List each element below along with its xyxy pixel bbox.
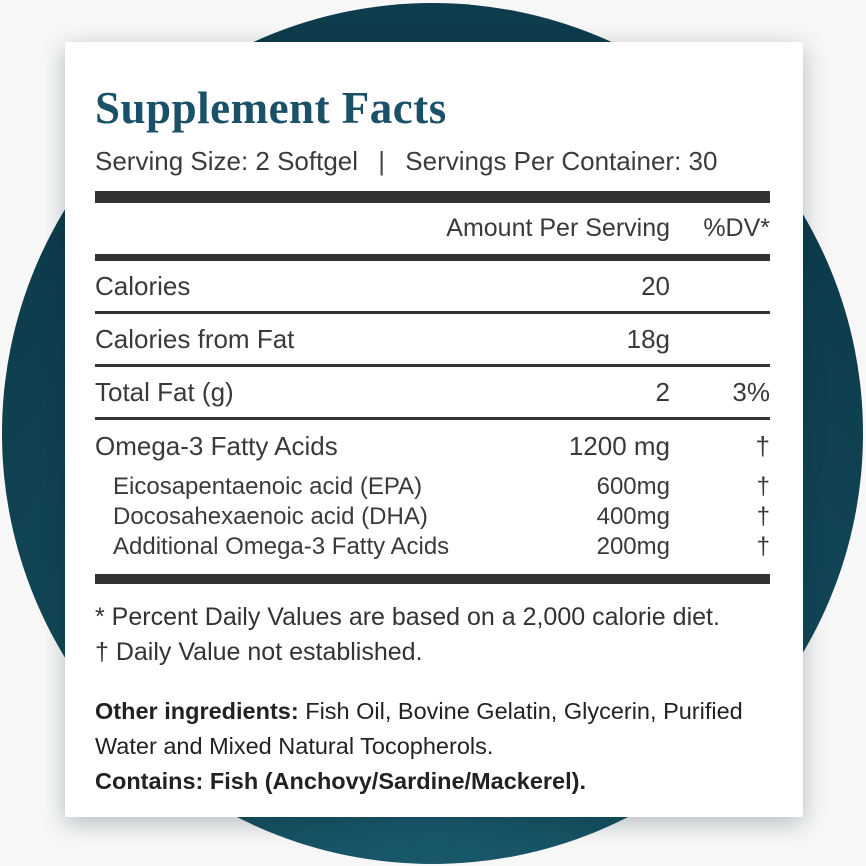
servings-per-container-text: Servings Per Container: 30 xyxy=(405,146,718,176)
nutrient-name: Docosahexaenoic acid (DHA) xyxy=(113,503,428,530)
nutrient-dv: † xyxy=(756,533,770,560)
nutrient-dv: † xyxy=(756,503,770,530)
top-rule xyxy=(95,191,770,203)
nutrient-name: Calories xyxy=(95,270,191,301)
facts-title: Supplement Facts xyxy=(95,83,447,133)
table-row-additional-omega3: Additional Omega-3 Fatty Acids 200mg † xyxy=(95,532,770,562)
nutrient-amount: 200mg xyxy=(596,533,670,560)
nutrient-amount: 2 xyxy=(655,376,670,407)
supplement-facts-card: Supplement Facts Serving Size: 2 Softgel… xyxy=(65,42,803,817)
nutrient-dv: † xyxy=(755,430,770,461)
footnote-dagger: † Daily Value not established. xyxy=(95,638,423,666)
serving-separator: | xyxy=(378,146,386,176)
nutrient-dv: 3% xyxy=(732,376,770,407)
table-row-calories-from-fat: Calories from Fat 18g xyxy=(95,314,770,367)
nutrient-name: Eicosapentaenoic acid (EPA) xyxy=(113,473,423,500)
header-amount-label: Amount Per Serving xyxy=(446,214,670,242)
nutrient-amount: 18g xyxy=(626,323,670,354)
footnotes-block: * Percent Daily Values are based on a 2,… xyxy=(95,600,770,670)
nutrient-name: Additional Omega-3 Fatty Acids xyxy=(113,533,450,560)
nutrient-dv: † xyxy=(756,473,770,500)
table-row-calories: Calories 20 xyxy=(95,261,770,314)
other-ingredients-line: Other ingredients: Fish Oil, Bovine Gela… xyxy=(95,694,770,764)
nutrient-amount: 20 xyxy=(641,270,670,301)
other-ingredients-text: Fish Oil, Bovine Gelatin, Glycerin, Puri… xyxy=(95,698,743,759)
contains-statement: Contains: Fish (Anchovy/Sardine/Mackerel… xyxy=(95,768,586,794)
table-header-row: Amount Per Serving %DV* xyxy=(95,203,770,254)
header-rule xyxy=(95,254,770,261)
omega3-sub-rows: Eicosapentaenoic acid (EPA) 600mg † Doco… xyxy=(95,472,770,562)
serving-size-line: Serving Size: 2 Softgel | Servings Per C… xyxy=(95,143,770,179)
table-row-dha: Docosahexaenoic acid (DHA) 400mg † xyxy=(95,502,770,532)
nutrient-amount: 1200 mg xyxy=(568,430,670,461)
bottom-rule xyxy=(95,574,770,584)
nutrient-amount: 400mg xyxy=(596,503,670,530)
nutrient-amount: 600mg xyxy=(596,473,670,500)
ingredients-block: Other ingredients: Fish Oil, Bovine Gela… xyxy=(95,694,770,799)
table-row-epa: Eicosapentaenoic acid (EPA) 600mg † xyxy=(95,472,770,502)
serving-size-text: Serving Size: 2 Softgel xyxy=(95,146,359,176)
other-ingredients-label: Other ingredients: xyxy=(95,698,299,724)
card-content: Supplement Facts Serving Size: 2 Softgel… xyxy=(65,42,803,799)
table-row-total-fat: Total Fat (g) 2 3% xyxy=(95,367,770,420)
nutrient-name: Omega-3 Fatty Acids xyxy=(95,430,338,461)
nutrient-name: Total Fat (g) xyxy=(95,376,234,407)
table-row-omega3: Omega-3 Fatty Acids 1200 mg † xyxy=(95,420,770,472)
footnote-daily-values: * Percent Daily Values are based on a 2,… xyxy=(95,603,720,631)
header-dv-label: %DV* xyxy=(703,214,770,242)
nutrient-name: Calories from Fat xyxy=(95,323,295,354)
